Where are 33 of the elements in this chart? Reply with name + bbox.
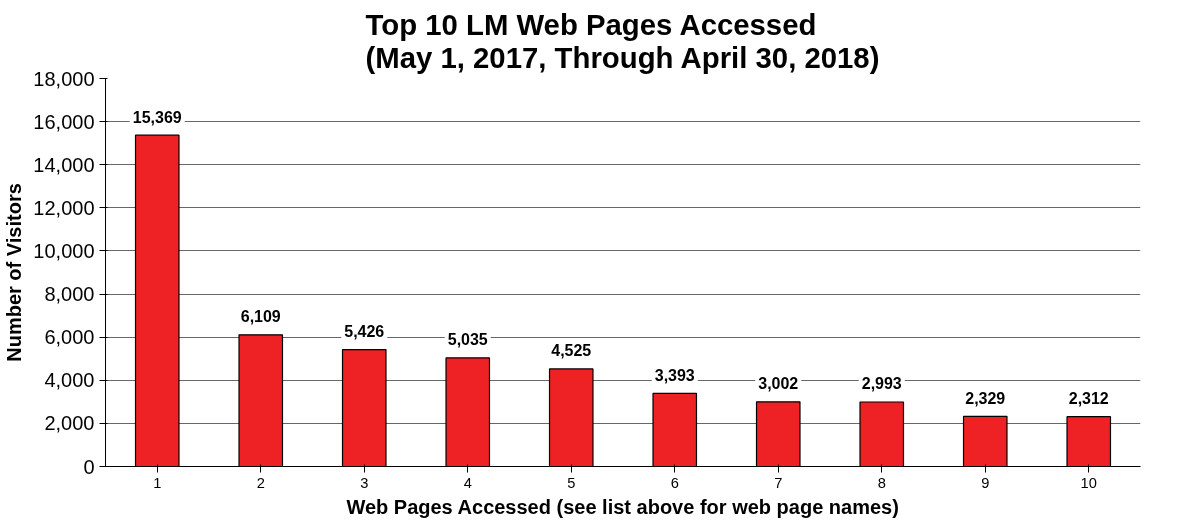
- x-tick-label: 6: [670, 474, 679, 491]
- x-tick-label: 1: [153, 474, 162, 491]
- y-tick-label: 6,000: [44, 326, 95, 349]
- data-label: 4,525: [551, 342, 592, 360]
- y-tick-label: 4,000: [44, 369, 95, 392]
- x-tick-label: 9: [981, 474, 990, 491]
- data-label: 3,002: [758, 375, 799, 393]
- data-label: 15,369: [132, 108, 182, 126]
- y-tick-label: 8,000: [44, 283, 95, 306]
- y-tick-label: 0: [83, 455, 95, 478]
- x-tick-label: 3: [360, 474, 369, 491]
- data-label: 2,312: [1068, 389, 1109, 407]
- y-tick-label: 2,000: [44, 412, 95, 435]
- x-tick-label: 2: [256, 474, 265, 491]
- y-tick-label: 10,000: [33, 239, 95, 262]
- y-tick-label: 12,000: [33, 196, 95, 219]
- x-tick-label: 10: [1080, 474, 1097, 491]
- data-label: 6,109: [240, 308, 281, 326]
- y-tick-label: 14,000: [33, 153, 95, 176]
- data-label: 2,329: [965, 389, 1006, 407]
- y-tick-label: 18,000: [33, 67, 95, 90]
- data-label: 5,035: [447, 331, 488, 349]
- data-label: 3,393: [654, 366, 695, 384]
- x-tick-label: 4: [463, 474, 472, 491]
- y-tick-label: 16,000: [33, 110, 95, 133]
- chart-title: Top 10 LM Web Pages Accessed (May 1, 2017, Through April 30, 2018): [365, 7, 880, 74]
- x-tick-label: 5: [567, 474, 576, 491]
- x-tick-label: 7: [774, 474, 783, 491]
- x-tick-label: 8: [877, 474, 886, 491]
- data-label: 2,993: [861, 375, 902, 393]
- x-axis-title: Web Pages Accessed (see list above for web page names): [346, 495, 899, 518]
- y-axis-title: Number of Visitors: [3, 183, 26, 362]
- data-label: 5,426: [344, 322, 385, 340]
